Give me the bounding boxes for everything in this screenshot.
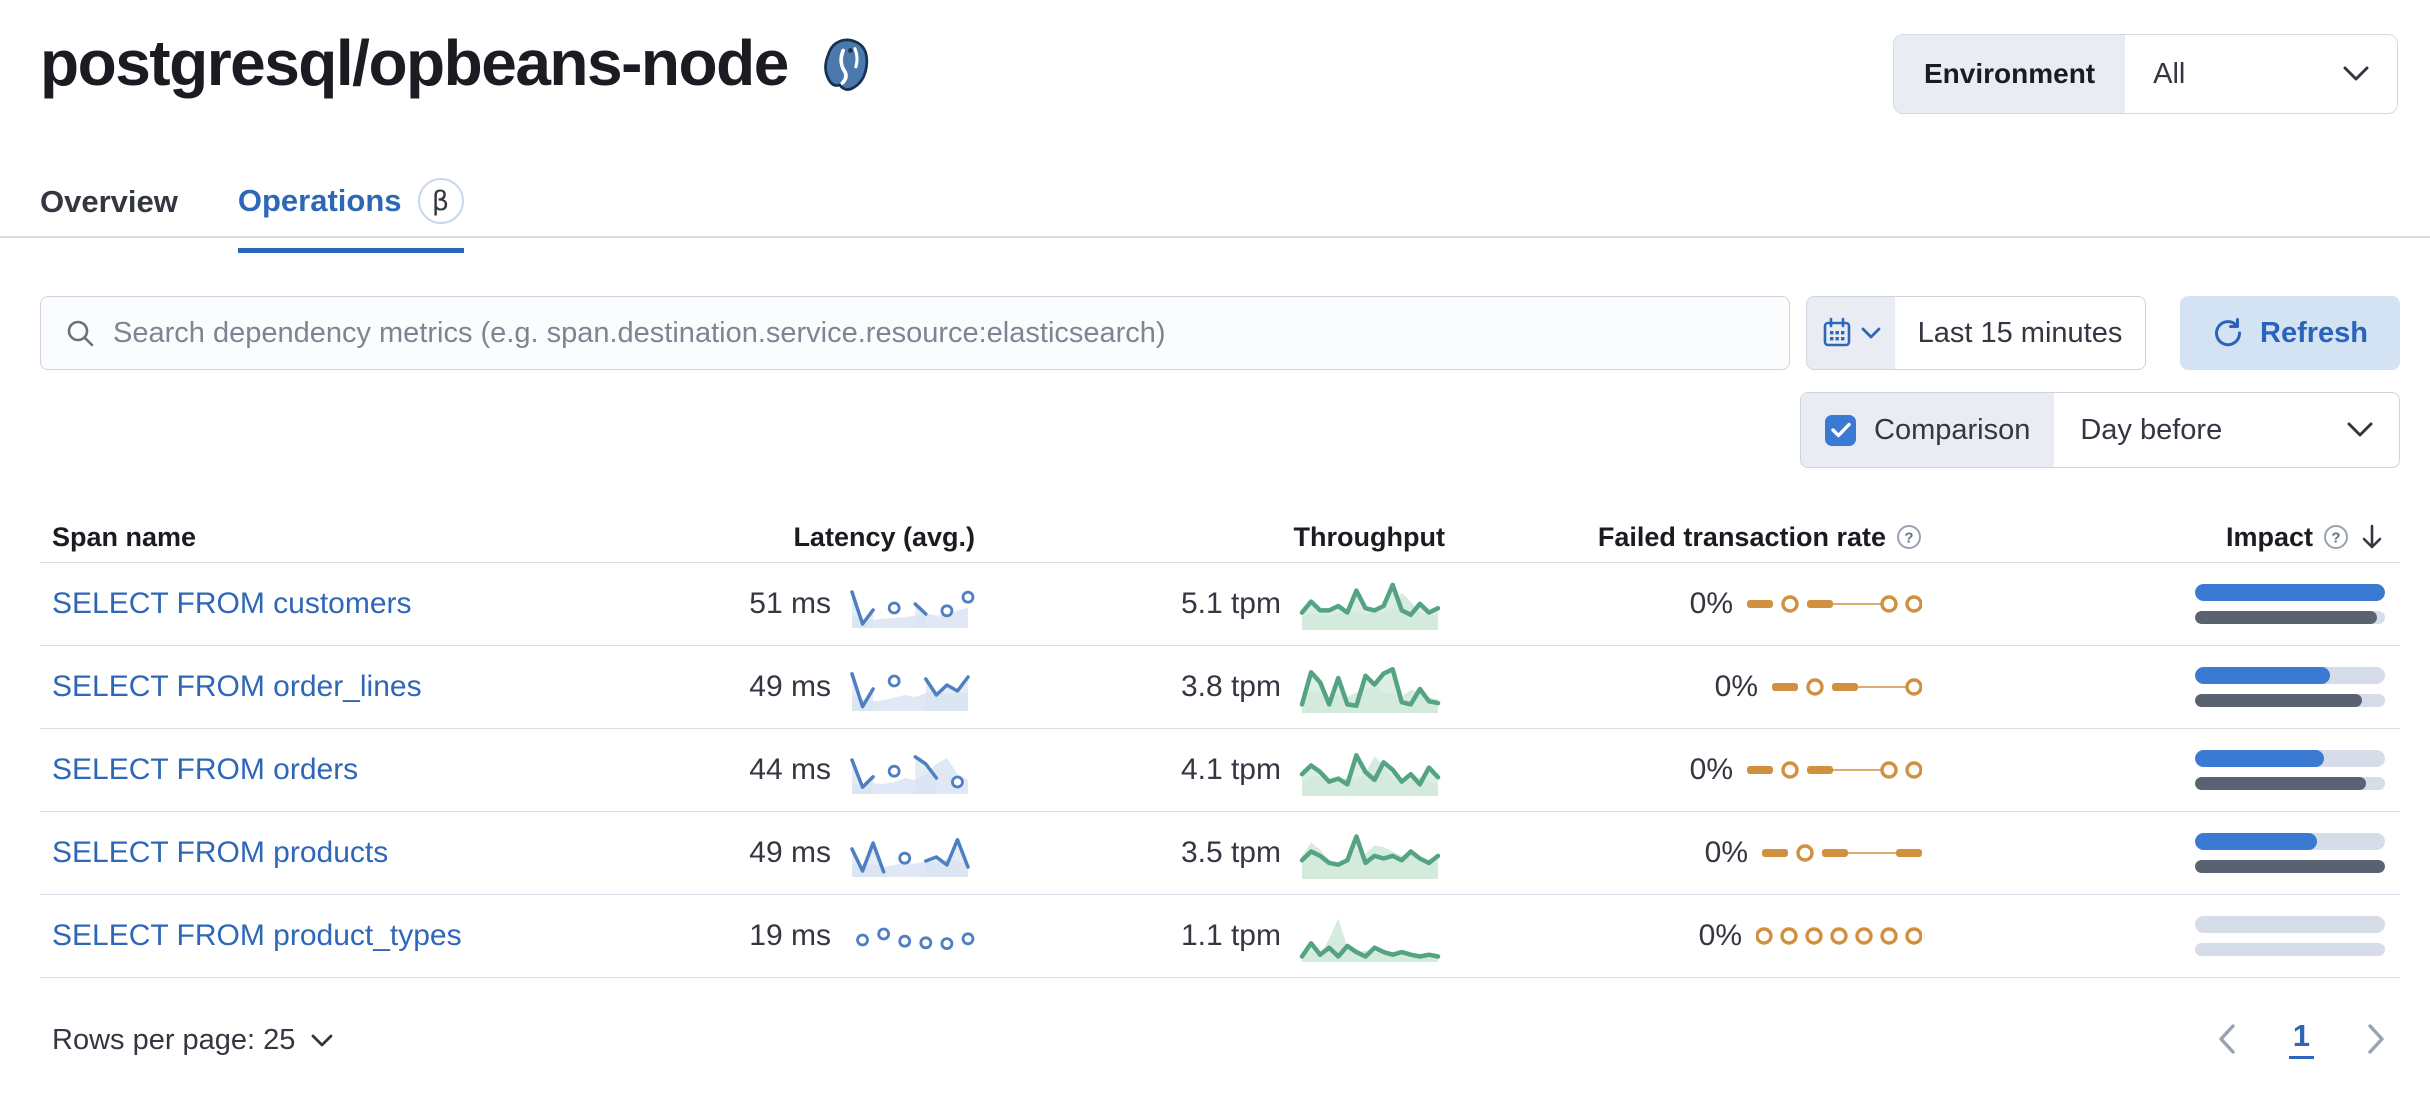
calendar-icon (1823, 317, 1851, 347)
previous-page-button[interactable] (2217, 1023, 2237, 1055)
impact-bars (2195, 750, 2385, 790)
latency-sparkline (845, 909, 975, 963)
failed-rate-value: 0% (1704, 836, 1748, 869)
latency-value: 49 ms (749, 836, 831, 869)
beta-badge: β (417, 178, 464, 224)
failed-rate-sparkline (1756, 919, 1922, 953)
column-impact[interactable]: Impact ? (2226, 522, 2385, 553)
refresh-button[interactable]: Refresh (2180, 296, 2400, 370)
throughput-sparkline (1295, 575, 1445, 633)
environment-value: All (2153, 57, 2186, 90)
date-picker: Last 15 minutes (1806, 296, 2146, 370)
environment-label: Environment (1894, 35, 2126, 113)
column-failed-rate[interactable]: Failed transaction rate ? (1598, 522, 1922, 553)
throughput-sparkline (1295, 741, 1445, 799)
table-row: SELECT FROM orders 44 ms 4.1 tpm 0% (40, 728, 2400, 811)
failed-rate-value: 0% (1714, 670, 1758, 703)
comparison-control: Comparison Day before (1800, 392, 2400, 468)
latency-value: 44 ms (749, 753, 831, 786)
impact-bars (2195, 584, 2385, 624)
failed-rate-value: 0% (1689, 753, 1733, 786)
throughput-sparkline (1295, 658, 1445, 716)
tab-overview[interactable]: Overview (40, 184, 178, 219)
chevron-right-icon (2368, 1023, 2384, 1054)
column-latency[interactable]: Latency (avg.) (793, 521, 975, 552)
throughput-value: 3.5 tpm (1180, 836, 1281, 869)
postgresql-elephant-icon (823, 38, 868, 91)
environment-select[interactable]: Environment All (1893, 34, 2398, 114)
latency-sparkline (845, 660, 975, 714)
table-row: SELECT FROM customers 51 ms 5.1 tpm 0% (40, 562, 2400, 645)
failed-rate-value: 0% (1698, 919, 1742, 952)
latency-value: 49 ms (749, 670, 831, 703)
table-header-row: Span name Latency (avg.) Throughput Fail… (40, 512, 2400, 562)
check-icon (1830, 422, 1851, 438)
comparison-label: Comparison (1874, 413, 2031, 446)
span-link[interactable]: SELECT FROM customers (52, 587, 412, 620)
sort-desc-icon (2362, 524, 2382, 549)
column-span-name[interactable]: Span name (52, 521, 197, 552)
tabs-divider (0, 236, 2430, 238)
throughput-sparkline (1295, 824, 1445, 882)
failed-rate-sparkline (1747, 587, 1922, 621)
table-bottom-border (40, 977, 2400, 978)
svg-text:?: ? (2331, 530, 2340, 547)
latency-sparkline (845, 826, 975, 880)
failed-rate-value: 0% (1689, 587, 1733, 620)
span-link[interactable]: SELECT FROM products (52, 836, 389, 869)
throughput-value: 1.1 tpm (1180, 919, 1281, 952)
span-link[interactable]: SELECT FROM order_lines (52, 670, 422, 703)
comparison-checkbox[interactable] (1825, 414, 1856, 446)
chevron-left-icon (2219, 1023, 2235, 1054)
comparison-select[interactable]: Day before (2054, 393, 2399, 467)
impact-bars (2195, 916, 2385, 956)
throughput-sparkline (1295, 907, 1445, 965)
help-icon[interactable]: ? (2323, 524, 2349, 550)
table-row: SELECT FROM products 49 ms 3.5 tpm 0% (40, 811, 2400, 894)
rows-per-page-button[interactable]: Rows per page: 25 (52, 1024, 333, 1057)
time-range-button[interactable]: Last 15 minutes (1917, 316, 2123, 349)
chevron-down-icon (1861, 327, 1881, 338)
latency-sparkline (845, 577, 975, 631)
search-input[interactable] (113, 316, 1765, 350)
failed-rate-sparkline (1747, 753, 1922, 787)
span-link[interactable]: SELECT FROM orders (52, 753, 359, 786)
help-icon[interactable]: ? (1896, 524, 1922, 550)
search-icon (67, 320, 94, 347)
impact-bars (2195, 833, 2385, 873)
table-row: SELECT FROM order_lines 49 ms 3.8 tpm 0% (40, 645, 2400, 728)
throughput-value: 4.1 tpm (1180, 753, 1281, 786)
throughput-value: 5.1 tpm (1180, 587, 1281, 620)
refresh-icon (2215, 318, 2242, 347)
tab-bar: Overview Operations β (40, 178, 464, 253)
page-1-button[interactable]: 1 (2288, 1018, 2314, 1059)
chevron-down-icon (2347, 422, 2373, 437)
throughput-value: 3.8 tpm (1180, 670, 1281, 703)
svg-text:?: ? (1904, 530, 1913, 547)
next-page-button[interactable] (2366, 1023, 2386, 1055)
latency-value: 51 ms (749, 587, 831, 620)
search-bar (40, 296, 1790, 370)
span-link[interactable]: SELECT FROM product_types (52, 919, 462, 952)
latency-value: 19 ms (749, 919, 831, 952)
table-row: SELECT FROM product_types 19 ms 1.1 tpm … (40, 894, 2400, 977)
tab-operations[interactable]: Operations β (237, 178, 464, 253)
page-title: postgresql/opbeans-node (40, 27, 789, 99)
failed-rate-sparkline (1772, 670, 1922, 704)
chevron-down-icon (312, 1034, 333, 1046)
date-quick-select-button[interactable] (1807, 297, 1895, 369)
column-throughput[interactable]: Throughput (1293, 521, 1445, 552)
latency-sparkline (845, 743, 975, 797)
impact-bars (2195, 667, 2385, 707)
chevron-down-icon (2343, 66, 2369, 81)
failed-rate-sparkline (1762, 836, 1922, 870)
pagination: 1 (2217, 1018, 2386, 1059)
operations-table: Span name Latency (avg.) Throughput Fail… (40, 512, 2400, 978)
